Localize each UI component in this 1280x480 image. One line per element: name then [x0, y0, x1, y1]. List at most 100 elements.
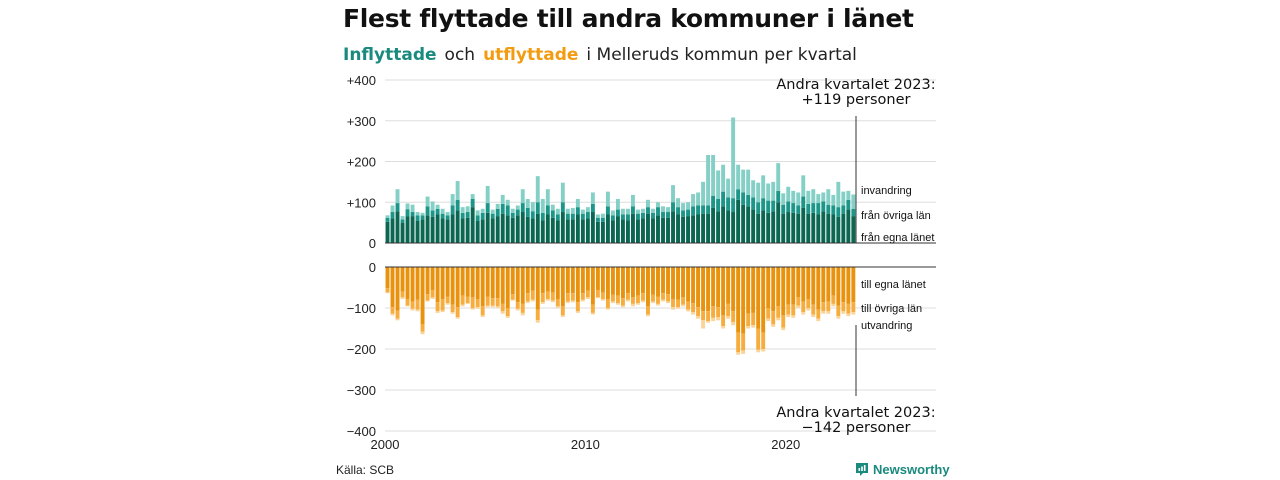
inflow-bar-segment — [776, 202, 781, 243]
outflow-bar-segment — [495, 306, 500, 308]
inflow-bar-segment — [480, 219, 485, 243]
outflow-bar-segment — [410, 301, 415, 309]
outflow-bar-segment — [771, 311, 776, 325]
inflow-bar-segment — [701, 181, 706, 206]
outflow-bar-segment — [831, 295, 836, 304]
outflow-bar-segment — [440, 298, 445, 311]
outflow-bar-segment — [520, 312, 525, 316]
inflow-bar-segment — [535, 176, 540, 203]
upper-series-label: invandring — [861, 185, 912, 197]
inflow-bar-segment — [776, 190, 781, 203]
outflow-bar-segment — [530, 299, 535, 302]
outflow-bar-segment — [761, 349, 766, 352]
inflow-bar-segment — [590, 192, 595, 204]
inflow-bar-segment — [395, 211, 400, 243]
inflow-bar-segment — [495, 208, 500, 217]
outflow-bar-segment — [610, 301, 615, 304]
upper-series-label: från övriga län — [861, 210, 931, 222]
newsworthy-logo: Newsworthy — [855, 462, 950, 477]
inflow-bar-segment — [400, 216, 405, 220]
outflow-bar-segment — [390, 307, 395, 314]
outflow-bar-segment — [500, 311, 505, 314]
inflow-bar-segment — [475, 215, 480, 221]
outflow-bar-segment — [485, 267, 490, 297]
outflow-bar-segment — [821, 267, 826, 303]
outflow-bar-segment — [590, 304, 595, 313]
outflow-bar-segment — [656, 303, 660, 306]
inflow-bar-segment — [721, 164, 726, 192]
outflow-bar-segment — [791, 304, 796, 316]
outflow-bar-segment — [525, 301, 530, 304]
inflow-bar-segment — [505, 205, 510, 216]
outflow-bar-segment — [646, 314, 650, 317]
inflow-bar-segment — [440, 218, 445, 243]
outflow-bar-segment — [731, 267, 736, 312]
outflow-bar-segment — [415, 299, 420, 310]
outflow-bar-segment — [736, 267, 741, 333]
outflow-bar-segment — [686, 301, 691, 310]
inflow-bar-segment — [460, 212, 465, 219]
outflow-bar-segment — [711, 306, 716, 318]
outflow-bar-segment — [851, 302, 856, 313]
inflow-bar-segment — [605, 206, 610, 215]
outflow-bar-segment — [816, 318, 821, 322]
inflow-bar-segment — [385, 215, 390, 218]
outflow-bar-segment — [595, 267, 600, 290]
inflow-bar-segment — [696, 214, 701, 243]
inflow-bar-segment — [585, 218, 590, 243]
outflow-bar-segment — [681, 297, 685, 305]
outflow-bar-segment — [781, 315, 786, 328]
outflow-bar-segment — [666, 267, 670, 295]
outflow-bar-segment — [600, 267, 605, 293]
outflow-bar-segment — [600, 292, 605, 299]
outflow-bar-segment — [731, 321, 736, 326]
inflow-bar-segment — [651, 212, 655, 219]
upper-y-tick-label: +400 — [347, 73, 376, 88]
inflow-bar-segment — [851, 208, 856, 217]
outflow-bar-segment — [455, 307, 460, 318]
outflow-bar-segment — [480, 306, 485, 316]
outflow-bar-segment — [771, 324, 776, 327]
inflow-bar-segment — [525, 207, 530, 217]
outflow-bar-segment — [590, 267, 595, 305]
outflow-bar-segment — [565, 267, 570, 294]
outflow-bar-segment — [841, 311, 846, 314]
outflow-bar-segment — [766, 308, 771, 319]
outflow-bar-segment — [811, 267, 816, 305]
inflow-bar-segment — [721, 206, 726, 243]
inflow-bar-segment — [465, 206, 470, 213]
inflow-bar-segment — [415, 220, 420, 243]
outflow-bar-segment — [515, 302, 520, 309]
inflow-bar-segment — [646, 199, 650, 208]
outflow-bar-segment — [405, 298, 410, 306]
inflow-bar-segment — [821, 192, 826, 202]
outflow-bar-segment — [841, 267, 846, 303]
outflow-bar-segment — [515, 267, 520, 303]
inflow-bar-segment — [641, 218, 645, 243]
inflow-bar-segment — [731, 117, 736, 199]
inflow-bar-segment — [716, 198, 721, 212]
inflow-bar-segment — [420, 212, 425, 216]
outflow-bar-segment — [821, 311, 826, 314]
inflow-bar-segment — [636, 209, 640, 214]
outflow-bar-segment — [671, 267, 675, 299]
inflow-bar-segment — [676, 198, 680, 208]
inflow-bar-segment — [605, 214, 610, 243]
outflow-bar-segment — [836, 305, 841, 317]
inflow-bar-segment — [811, 212, 816, 243]
outflow-bar-segment — [570, 293, 575, 301]
inflow-bar-segment — [671, 211, 675, 243]
inflow-bar-segment — [610, 215, 615, 221]
outflow-bar-segment — [776, 267, 781, 307]
inflow-bar-segment — [646, 207, 650, 214]
inflow-bar-segment — [661, 212, 665, 218]
inflow-bar-segment — [796, 213, 801, 243]
outflow-bar-segment — [636, 267, 640, 296]
inflow-bar-segment — [540, 220, 545, 243]
outflow-bar-segment — [826, 267, 831, 302]
outflow-bar-segment — [761, 332, 766, 349]
outflow-bar-segment — [535, 320, 540, 323]
outflow-bar-segment — [475, 267, 480, 299]
inflow-bar-segment — [661, 217, 665, 243]
inflow-bar-segment — [625, 214, 630, 221]
